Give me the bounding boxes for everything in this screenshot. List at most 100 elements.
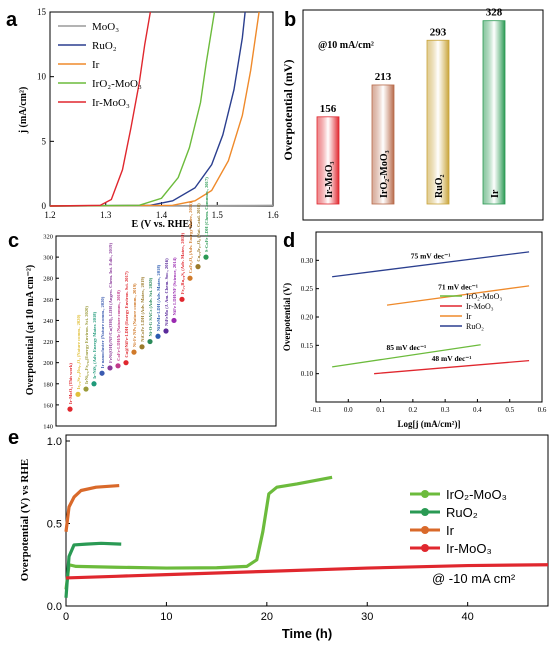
panel-c-point-label: NiCoFe LDH (Adv. Mater., 2019) xyxy=(140,276,145,341)
panel-b-bar-value: 293 xyxy=(430,26,447,38)
panel-c-point xyxy=(83,386,89,392)
panel-a-series-line xyxy=(49,11,260,207)
panel-b-bar xyxy=(426,39,450,205)
panel-c-ytick-label: 160 xyxy=(43,402,53,409)
panel-c-point-label: NiFeMo (J. Am. Chem. Soc., 2016) xyxy=(164,258,169,326)
panel-a-xtick-label: 1.4 xyxy=(156,210,168,220)
panel-d: d -0.1 0.0 0.1 0.2 0.3 0.4 0.5 0.6 0.10 0.15 0.20 0… xyxy=(282,230,547,429)
panel-e-legend: IrO₂-MoO₃ RuO₂ Ir Ir-MoO₃ xyxy=(410,487,507,556)
panel-c-ytick-label: 240 xyxy=(43,318,53,325)
panel-c-point xyxy=(195,264,201,270)
panel-b-annotation: @10 mA/cm² xyxy=(318,40,374,51)
panel-b-bar xyxy=(371,84,395,205)
panel-d-series-line xyxy=(332,251,530,278)
panel-b-bar-value: 156 xyxy=(320,103,337,115)
panel-c-point-label: Cu₀.₃Ir₀.₇O₈ (Nat. Catal. 2018) xyxy=(196,203,201,262)
panel-e-letter: e xyxy=(8,427,19,449)
panel-d-slope-label: 75 mV dec⁻¹ xyxy=(411,251,451,260)
panel-c-ytick-label: 280 xyxy=(43,276,53,283)
panel-e-xlabel: Time (h) xyxy=(282,626,332,641)
panel-e-xtick-label: 20 xyxy=(261,611,273,623)
panel-d-slope-label: 85 mV dec⁻¹ xyxy=(386,343,426,352)
panel-c-ytick-label: 320 xyxy=(43,234,53,241)
panel-c-point xyxy=(99,370,105,376)
panel-e-series-line xyxy=(64,541,122,598)
panel-a-ytick-label: 15 xyxy=(37,7,47,17)
panel-d-legend-label: RuO₂ xyxy=(466,322,484,331)
panel-c-ytick-label: 140 xyxy=(43,424,53,431)
panel-e-ticks: 0 10 20 30 40 0.0 0.5 1.0 xyxy=(47,436,474,623)
panel-a-legend: MoO₃ RuO₂ Ir IrO₂-MoO₃ Ir-MoO₃ xyxy=(58,21,142,109)
panel-a-xtick-label: 1.2 xyxy=(44,210,55,220)
panel-c-point xyxy=(139,344,145,350)
panel-d-xtick-label: 0.2 xyxy=(408,406,417,414)
panel-c-point-label: S-CoFe LDH (Chem. Commun., 2017) xyxy=(204,177,209,252)
panel-d-legend-label: Ir xyxy=(466,312,472,321)
panel-e-legend-label: Ir xyxy=(446,523,455,538)
panel-c-point-label: Ir nanocluster (Nature comm., 2020) xyxy=(100,296,105,368)
panel-d-xlabel: Log[j (mA/cm²)] xyxy=(398,419,461,429)
panel-a-letter: a xyxy=(6,9,18,31)
panel-c-point-label: NiFe LDH/NF (Science, 2014) xyxy=(172,257,177,315)
panel-c-ytick-label: 300 xyxy=(43,255,53,262)
panel-c-point-label: IrNi₀.₅₇Fe₀.₈₂(Energy Environ. Sci. 2020… xyxy=(84,306,89,384)
panel-e-ytick-label: 0.5 xyxy=(47,519,62,531)
panel-c-ticks: 140 160 180 200 220 240 260 280 300 320 xyxy=(43,234,59,431)
panel-c-point xyxy=(67,406,73,412)
panel-e-legend-label: RuO₂ xyxy=(446,505,478,520)
panel-e-ytick-label: 1.0 xyxy=(47,436,62,448)
panel-d-xtick-label: 0.0 xyxy=(344,406,353,414)
panel-b-bar-category: Ir-MoO₃ xyxy=(324,161,335,198)
panel-a-frame xyxy=(49,11,274,207)
panel-b-bar xyxy=(316,116,340,205)
panel-c-point-label: CoFe-LDH/Ir (Nature comm., 2018) xyxy=(116,290,121,361)
panel-c-point xyxy=(123,360,129,366)
panel-d-legend-label: IrO₂-MoO₃ xyxy=(466,292,502,301)
panel-c-point-label: FeNi(OH)/NF/Cu(OH)₂ LDH (Angew. Chem. In… xyxy=(108,243,113,363)
panel-d-xtick-label: -0.1 xyxy=(310,406,322,414)
panel-d-xtick-label: 0.5 xyxy=(505,406,514,414)
panel-c-point-label: Cu@NiFe-LDH (Energy Environ. Sci. 2017) xyxy=(124,271,129,358)
panel-e-xtick-label: 40 xyxy=(462,611,474,623)
panel-a-series-line xyxy=(49,11,152,207)
panel-c-point-label: Ir-MoO₃ (This work) xyxy=(68,363,73,404)
panel-d-letter: d xyxy=(283,230,295,252)
panel-a-legend-label: Ir-MoO₃ xyxy=(92,97,130,109)
panel-c-point-label: CaFe₂O₄ (Adv. Energy Mater., 2016) xyxy=(188,202,193,274)
panel-c-point xyxy=(115,363,121,369)
panel-b-letter: b xyxy=(284,9,296,31)
panel-b-bar-value: 328 xyxy=(486,7,503,19)
panel-e-legend-label: IrO₂-MoO₃ xyxy=(446,487,507,502)
panel-d-slope-label: 48 mV dec⁻¹ xyxy=(432,354,472,363)
panel-b-bars: 156 Ir-MoO₃ 213 IrO₂-MoO₃ 293 RuO₂ 328 Ir xyxy=(316,7,506,205)
panel-a-legend-label: RuO₂ xyxy=(92,40,117,52)
panel-c-ylabel: Overpotential (at 10 mA cm⁻²) xyxy=(25,265,36,395)
panel-c-point xyxy=(131,349,137,355)
panel-e-xtick-label: 30 xyxy=(361,611,373,623)
panel-a-series xyxy=(49,11,274,207)
panel-d-xtick-label: 0.3 xyxy=(441,406,450,414)
panel-c-point xyxy=(171,317,177,324)
panel-e-series-line xyxy=(64,475,333,590)
panel-d-xtick-label: 0.1 xyxy=(376,406,385,414)
panel-e-series xyxy=(64,475,549,598)
panel-c-point xyxy=(203,254,209,260)
panel-d-ylabel: Overpotential (V) xyxy=(282,283,292,351)
panel-d-ytick-label: 0.20 xyxy=(301,314,314,322)
panel-e-legend-marker xyxy=(421,508,429,516)
panel-d-slope-label: 71 mV dec⁻¹ xyxy=(438,282,478,291)
panel-c-ytick-label: 260 xyxy=(43,297,53,304)
panel-e-legend-label: Ir-MoO₃ xyxy=(446,541,492,556)
panel-c-point xyxy=(163,328,169,334)
panel-c-point-label: Ir-NiS₂ (Adv. Energy Mater. 2018) xyxy=(92,311,97,378)
panel-c-frame xyxy=(55,235,277,427)
panel-c-point-label: Ni-Fe NPs (Nature comm., 2019) xyxy=(132,283,137,347)
panel-d-ytick-label: 0.30 xyxy=(301,257,314,265)
panel-e-legend-marker xyxy=(421,544,429,552)
panel-d-legend-label: Ir-MoO₃ xyxy=(466,302,494,311)
panel-c: c 140 160 180 200 220 240 260 280 300 320 Ir-MoO₃… xyxy=(8,177,277,431)
panel-e-ylabel: Overpotential (V) vs RHE xyxy=(19,459,31,582)
panel-c-ytick-label: 200 xyxy=(43,360,53,367)
